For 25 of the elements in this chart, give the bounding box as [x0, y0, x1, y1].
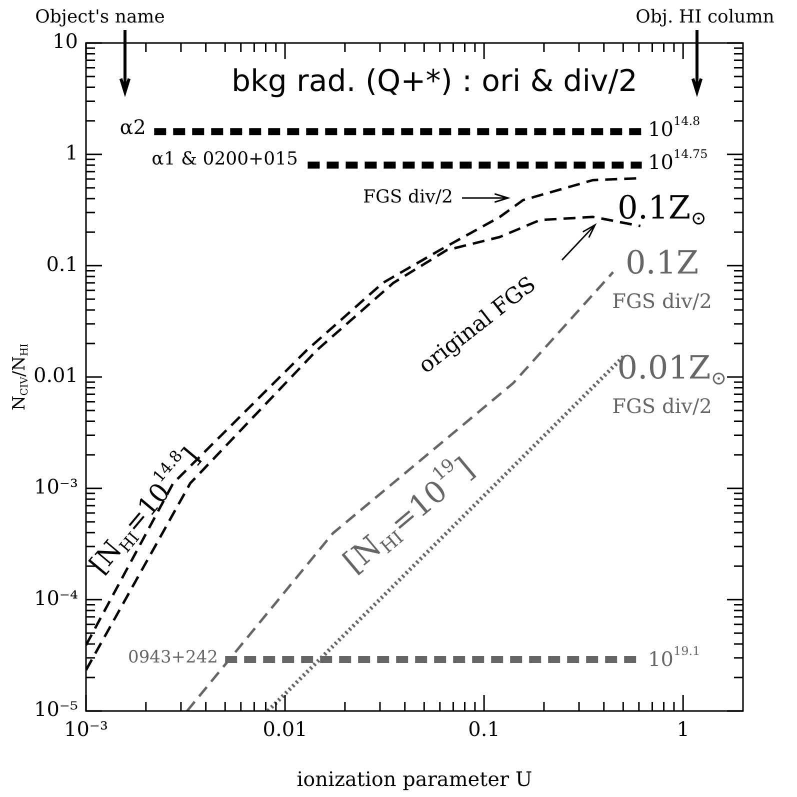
annotation: 0943+242 [128, 647, 218, 668]
text: bkg rad. (Q+*) : ori & div/2 [232, 64, 638, 99]
y-tick-label: 0.1 [46, 252, 78, 276]
y-tick-label: 0.01 [33, 363, 78, 388]
y-tick-label: 10⁻³ [34, 474, 78, 499]
y-tick-label: 10⁻⁵ [34, 697, 78, 722]
y-axis-title: NCIV/NHI [9, 343, 31, 410]
text: Object's name [35, 6, 165, 28]
annotation: 0.1Z [625, 243, 699, 282]
x-axis-title: ionization parameter U [296, 767, 532, 792]
y-tick-label: 10 [52, 29, 78, 54]
y-tick-label: 10⁻⁴ [34, 586, 78, 610]
x-tick-label: 1 [676, 717, 690, 742]
annotation: FGS div/2 [612, 289, 712, 314]
annotation: 0.1Z⊙ [617, 188, 707, 230]
text: Obj. HI column [636, 6, 775, 28]
x-tick-label: 0.01 [262, 717, 308, 742]
x-tick-label: 0.1 [468, 717, 500, 742]
annotation: 0.01Z⊙ [617, 348, 727, 390]
y-tick-label: 1 [65, 140, 78, 165]
annotation: α2 [120, 115, 146, 140]
annotation: FGS div/2 [363, 186, 453, 208]
annotation: [NHI=1019] [336, 451, 481, 580]
annotation: FGS div/2 [612, 394, 712, 418]
annotation: α1 & 0200+015 [152, 148, 298, 170]
